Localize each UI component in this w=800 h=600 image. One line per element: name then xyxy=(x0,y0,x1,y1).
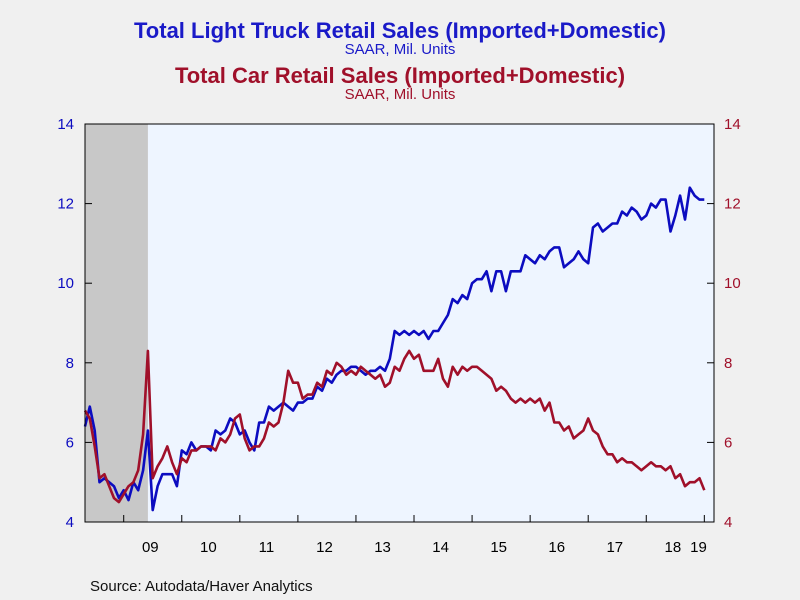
x-tick-label: 18 xyxy=(665,539,682,556)
y-tick-label-left: 8 xyxy=(66,355,74,372)
y-tick-label-right: 12 xyxy=(724,196,741,213)
x-tick-label: 19 xyxy=(690,539,707,556)
source-note: Source: Autodata/Haver Analytics xyxy=(90,578,313,595)
y-tick-label-left: 12 xyxy=(57,196,74,213)
x-tick-label: 16 xyxy=(548,539,565,556)
plot-frame xyxy=(84,123,715,523)
series-line-car xyxy=(83,349,706,504)
x-tick-label: 17 xyxy=(606,539,623,556)
x-tick-label: 12 xyxy=(316,539,333,556)
x-tick-label: 10 xyxy=(200,539,217,556)
x-tick-label: 14 xyxy=(432,539,449,556)
x-tick-label: 11 xyxy=(259,539,275,556)
x-tick-label: 15 xyxy=(490,539,507,556)
car-series-title: Total Car Retail Sales (Imported+Domesti… xyxy=(174,63,626,88)
x-tick-label: 09 xyxy=(142,539,159,556)
y-tick-label-left: 14 xyxy=(57,116,74,133)
y-tick-label-right: 4 xyxy=(724,514,732,531)
y-tick-label-right: 14 xyxy=(724,116,741,133)
y-tick-label-left: 10 xyxy=(57,275,74,292)
x-tick-label: 13 xyxy=(374,539,391,556)
y-tick-label-right: 6 xyxy=(724,434,732,451)
truck-series-subtitle: SAAR, Mil. Units xyxy=(344,41,456,58)
y-tick-label-left: 6 xyxy=(66,434,74,451)
series-line-truck xyxy=(83,186,705,512)
truck-series-title: Total Light Truck Retail Sales (Imported… xyxy=(134,18,666,43)
y-tick-label-left: 4 xyxy=(66,514,74,531)
y-tick-label-right: 8 xyxy=(724,355,732,372)
car-series-subtitle: SAAR, Mil. Units xyxy=(344,86,456,103)
y-tick-label-right: 10 xyxy=(724,275,741,292)
